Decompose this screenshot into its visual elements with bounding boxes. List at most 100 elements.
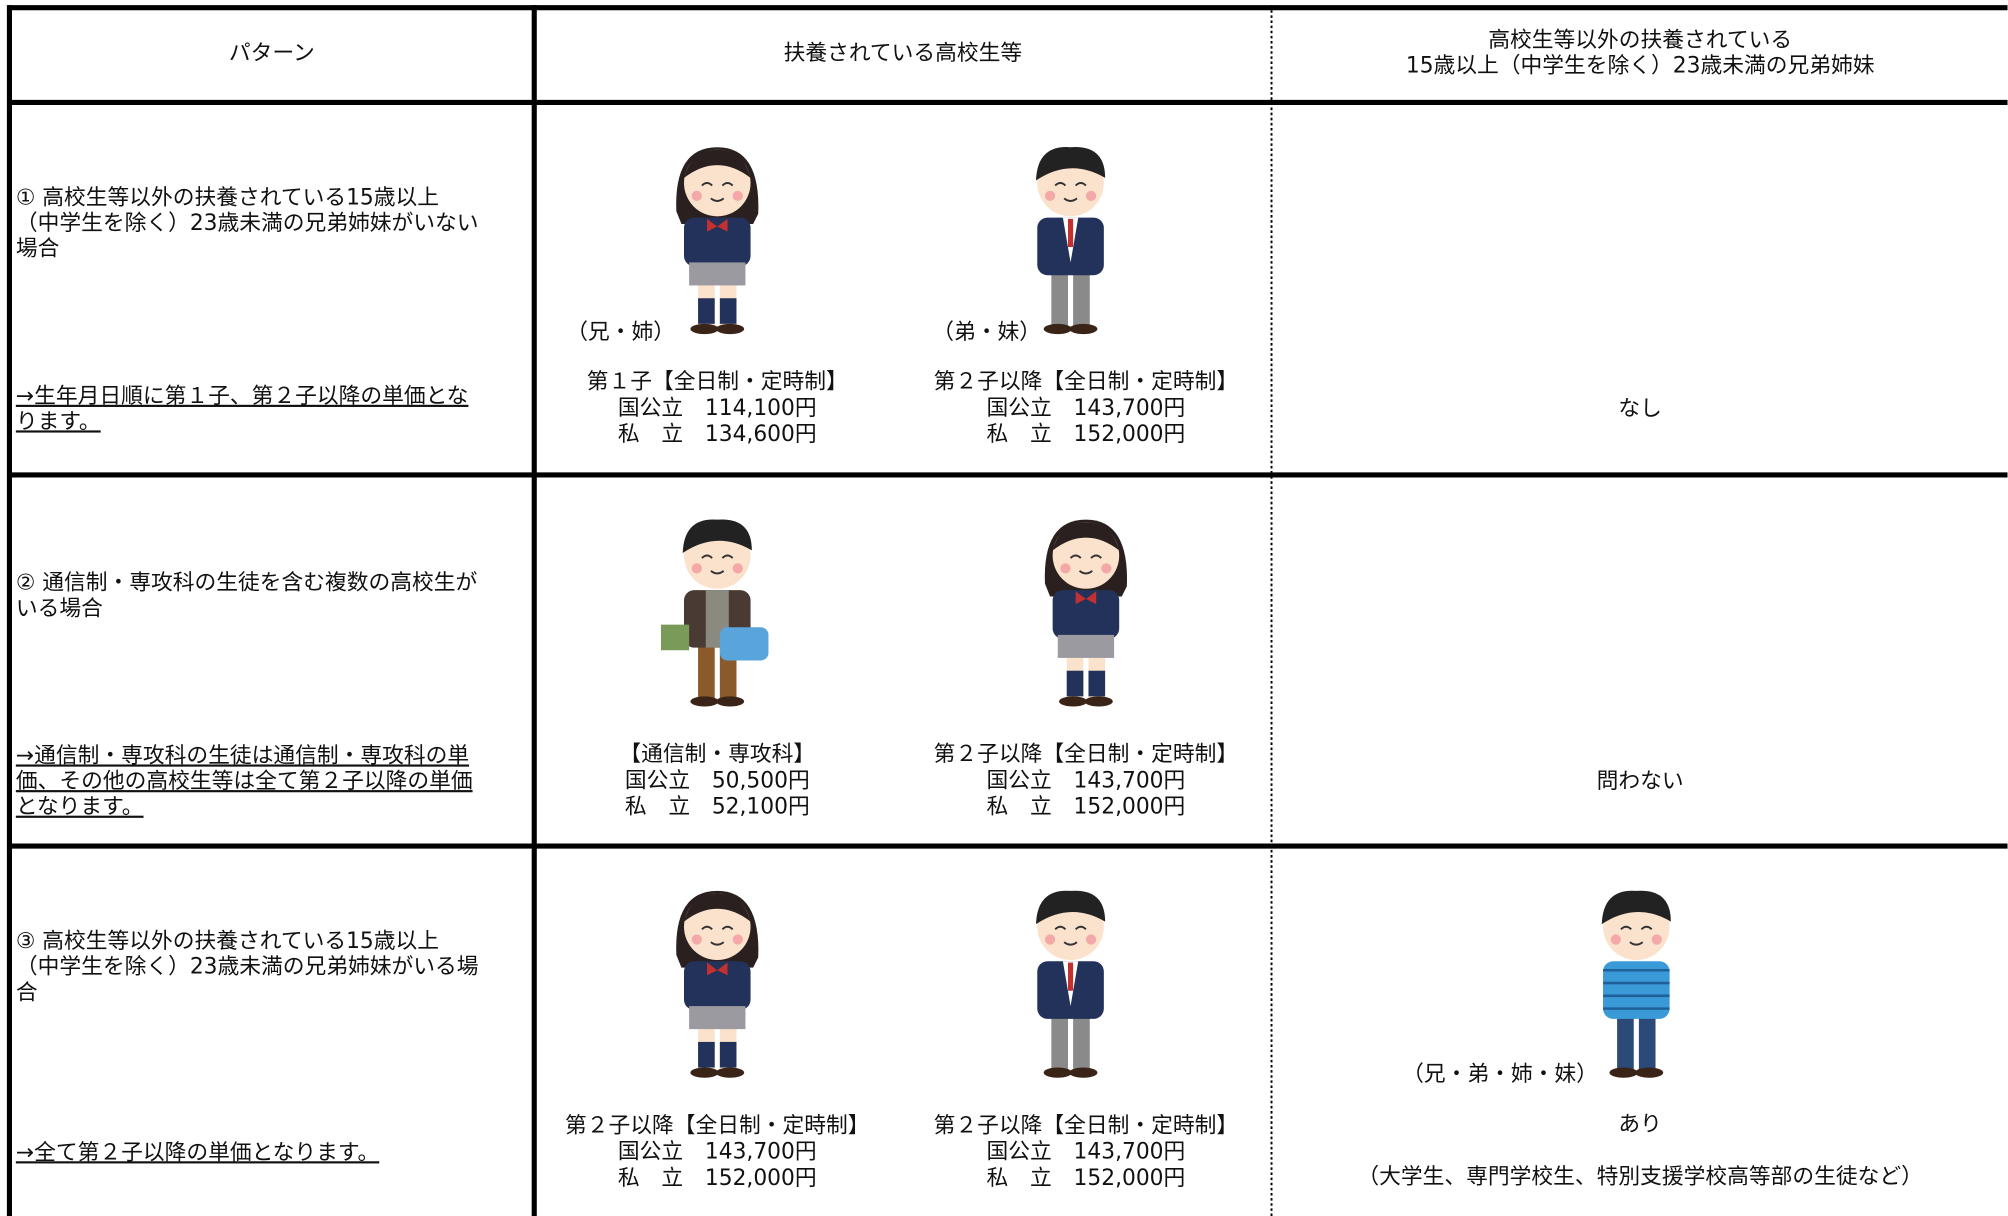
illustration-part	[691, 563, 702, 574]
illustration-part	[1601, 890, 1671, 925]
illustration	[676, 890, 759, 1078]
sibling-text: （大学生、専門学校生、特別支援学校高等部の生徒など）	[1357, 1165, 1923, 1190]
illustration-part	[1620, 925, 1653, 946]
illustration-part	[1043, 323, 1072, 335]
pattern-text: （中学生を除く）23歳未満の兄弟姉妹がいない	[16, 211, 479, 236]
illustration-part	[689, 262, 746, 286]
illustration-part	[716, 1067, 745, 1078]
illustration-part	[1044, 934, 1056, 945]
illustration-part	[1068, 218, 1074, 248]
student-price: 【通信制・専攻科】	[619, 742, 815, 767]
illustration-part	[682, 519, 752, 553]
illustration	[1036, 147, 1106, 335]
illustration-part	[701, 182, 734, 202]
illustration-part	[1068, 962, 1074, 991]
illustration-part	[1617, 1012, 1634, 1071]
illustration-part	[719, 627, 769, 661]
pattern-text: （中学生を除く）23歳未満の兄弟姉妹がいる場	[16, 955, 479, 980]
header-cell: 15歳以上（中学生を除く）23歳未満の兄弟姉妹	[1406, 54, 1875, 79]
illustration-part	[684, 893, 751, 922]
illustration	[1036, 890, 1106, 1078]
student-price: 私 立 152,000円	[987, 795, 1186, 820]
illustration-part	[1066, 670, 1084, 697]
note-text: 価、その他の高校生等は全て第２子以降の単価	[16, 769, 473, 794]
illustration-part	[691, 934, 702, 945]
illustration-part	[732, 563, 743, 574]
pattern-text: ① 高校生等以外の扶養されている15歳以上	[16, 185, 439, 210]
illustration-part	[660, 624, 690, 651]
illustration-part	[1051, 268, 1068, 327]
illustration-part	[1638, 1012, 1656, 1071]
student-caption: （兄・姉）	[566, 320, 675, 345]
student-price: 国公立 143,700円	[618, 1140, 817, 1165]
student-price: 国公立 114,100円	[618, 396, 817, 421]
student-price: 国公立 50,500円	[625, 768, 810, 793]
illustration-part	[689, 1006, 746, 1030]
pattern-text: 場合	[16, 237, 60, 262]
student-price: 私 立 152,000円	[987, 422, 1186, 447]
student-price: 第２子以降【全日制・定時制】	[565, 1113, 870, 1138]
student-caption: （弟・妹）	[932, 320, 1041, 345]
note-text: ります。	[16, 409, 101, 434]
illustration-part	[1085, 934, 1097, 945]
illustration-part	[701, 925, 734, 946]
illustration-part	[690, 323, 719, 335]
student-price: 第２子以降【全日制・定時制】	[934, 742, 1239, 767]
table-grid	[6, 5, 2008, 1216]
illustration-part	[1052, 590, 1120, 639]
illustration-part	[701, 554, 734, 575]
illustration-part	[684, 149, 751, 178]
illustration-part	[1060, 563, 1071, 574]
illustration-part	[707, 962, 728, 976]
illustration-part	[1054, 925, 1087, 946]
pattern-text: ② 通信制・専攻科の生徒を含む複数の高校生が	[16, 571, 478, 596]
illustration-part	[1069, 554, 1102, 575]
illustration-part	[1088, 670, 1106, 697]
illustration	[1044, 519, 1128, 707]
student-price: 国公立 143,700円	[987, 1140, 1186, 1165]
header-cell: 扶養されている高校生等	[784, 41, 1023, 66]
illustration-part	[1069, 1067, 1098, 1078]
illustration-part	[1069, 323, 1098, 335]
illustration-part	[1036, 147, 1106, 181]
illustration-part	[1101, 563, 1112, 574]
illustration-part	[1073, 268, 1090, 327]
illustration-part	[1036, 890, 1106, 925]
illustration-part	[698, 1041, 715, 1068]
sibling-text: あり	[1618, 1112, 1662, 1137]
student-price: 私 立 152,000円	[987, 1166, 1186, 1191]
illustration-part	[684, 961, 751, 1010]
header-cell: パターン	[229, 41, 315, 66]
illustration-part	[1075, 591, 1097, 605]
note-text: →通信制・専攻科の生徒は通信制・専攻科の単	[16, 743, 469, 768]
illustration-part	[690, 1067, 719, 1078]
student-price: 私 立 152,000円	[618, 1166, 817, 1191]
illustration	[1601, 890, 1671, 1078]
header-cell: 高校生等以外の扶養されている	[1488, 28, 1792, 53]
illustration-part	[691, 190, 702, 201]
illustration-part	[716, 696, 745, 707]
sibling-caption: （兄・弟・姉・妹）	[1402, 1062, 1598, 1087]
illustration	[676, 147, 759, 335]
illustration-part	[1054, 182, 1087, 202]
illustration-part	[1044, 190, 1056, 201]
illustration-part	[1052, 522, 1120, 551]
student-price: 第２子以降【全日制・定時制】	[934, 1113, 1239, 1138]
pattern-text: いる場合	[16, 596, 103, 621]
illustration-part	[1059, 696, 1088, 707]
illustration-part	[707, 218, 728, 232]
illustration-part	[698, 298, 715, 324]
illustration-part	[719, 1041, 737, 1068]
illustration-part	[698, 641, 715, 699]
note-text: →全て第２子以降の単価となります。	[16, 1140, 379, 1165]
sibling-text: なし	[1618, 397, 1662, 422]
illustration-part	[1084, 696, 1113, 707]
student-price: 第１子【全日制・定時制】	[587, 370, 848, 395]
illustration-part	[1603, 961, 1670, 1019]
illustration-part	[1085, 190, 1097, 201]
illustration-part	[732, 934, 743, 945]
student-price: 私 立 52,100円	[625, 795, 810, 820]
